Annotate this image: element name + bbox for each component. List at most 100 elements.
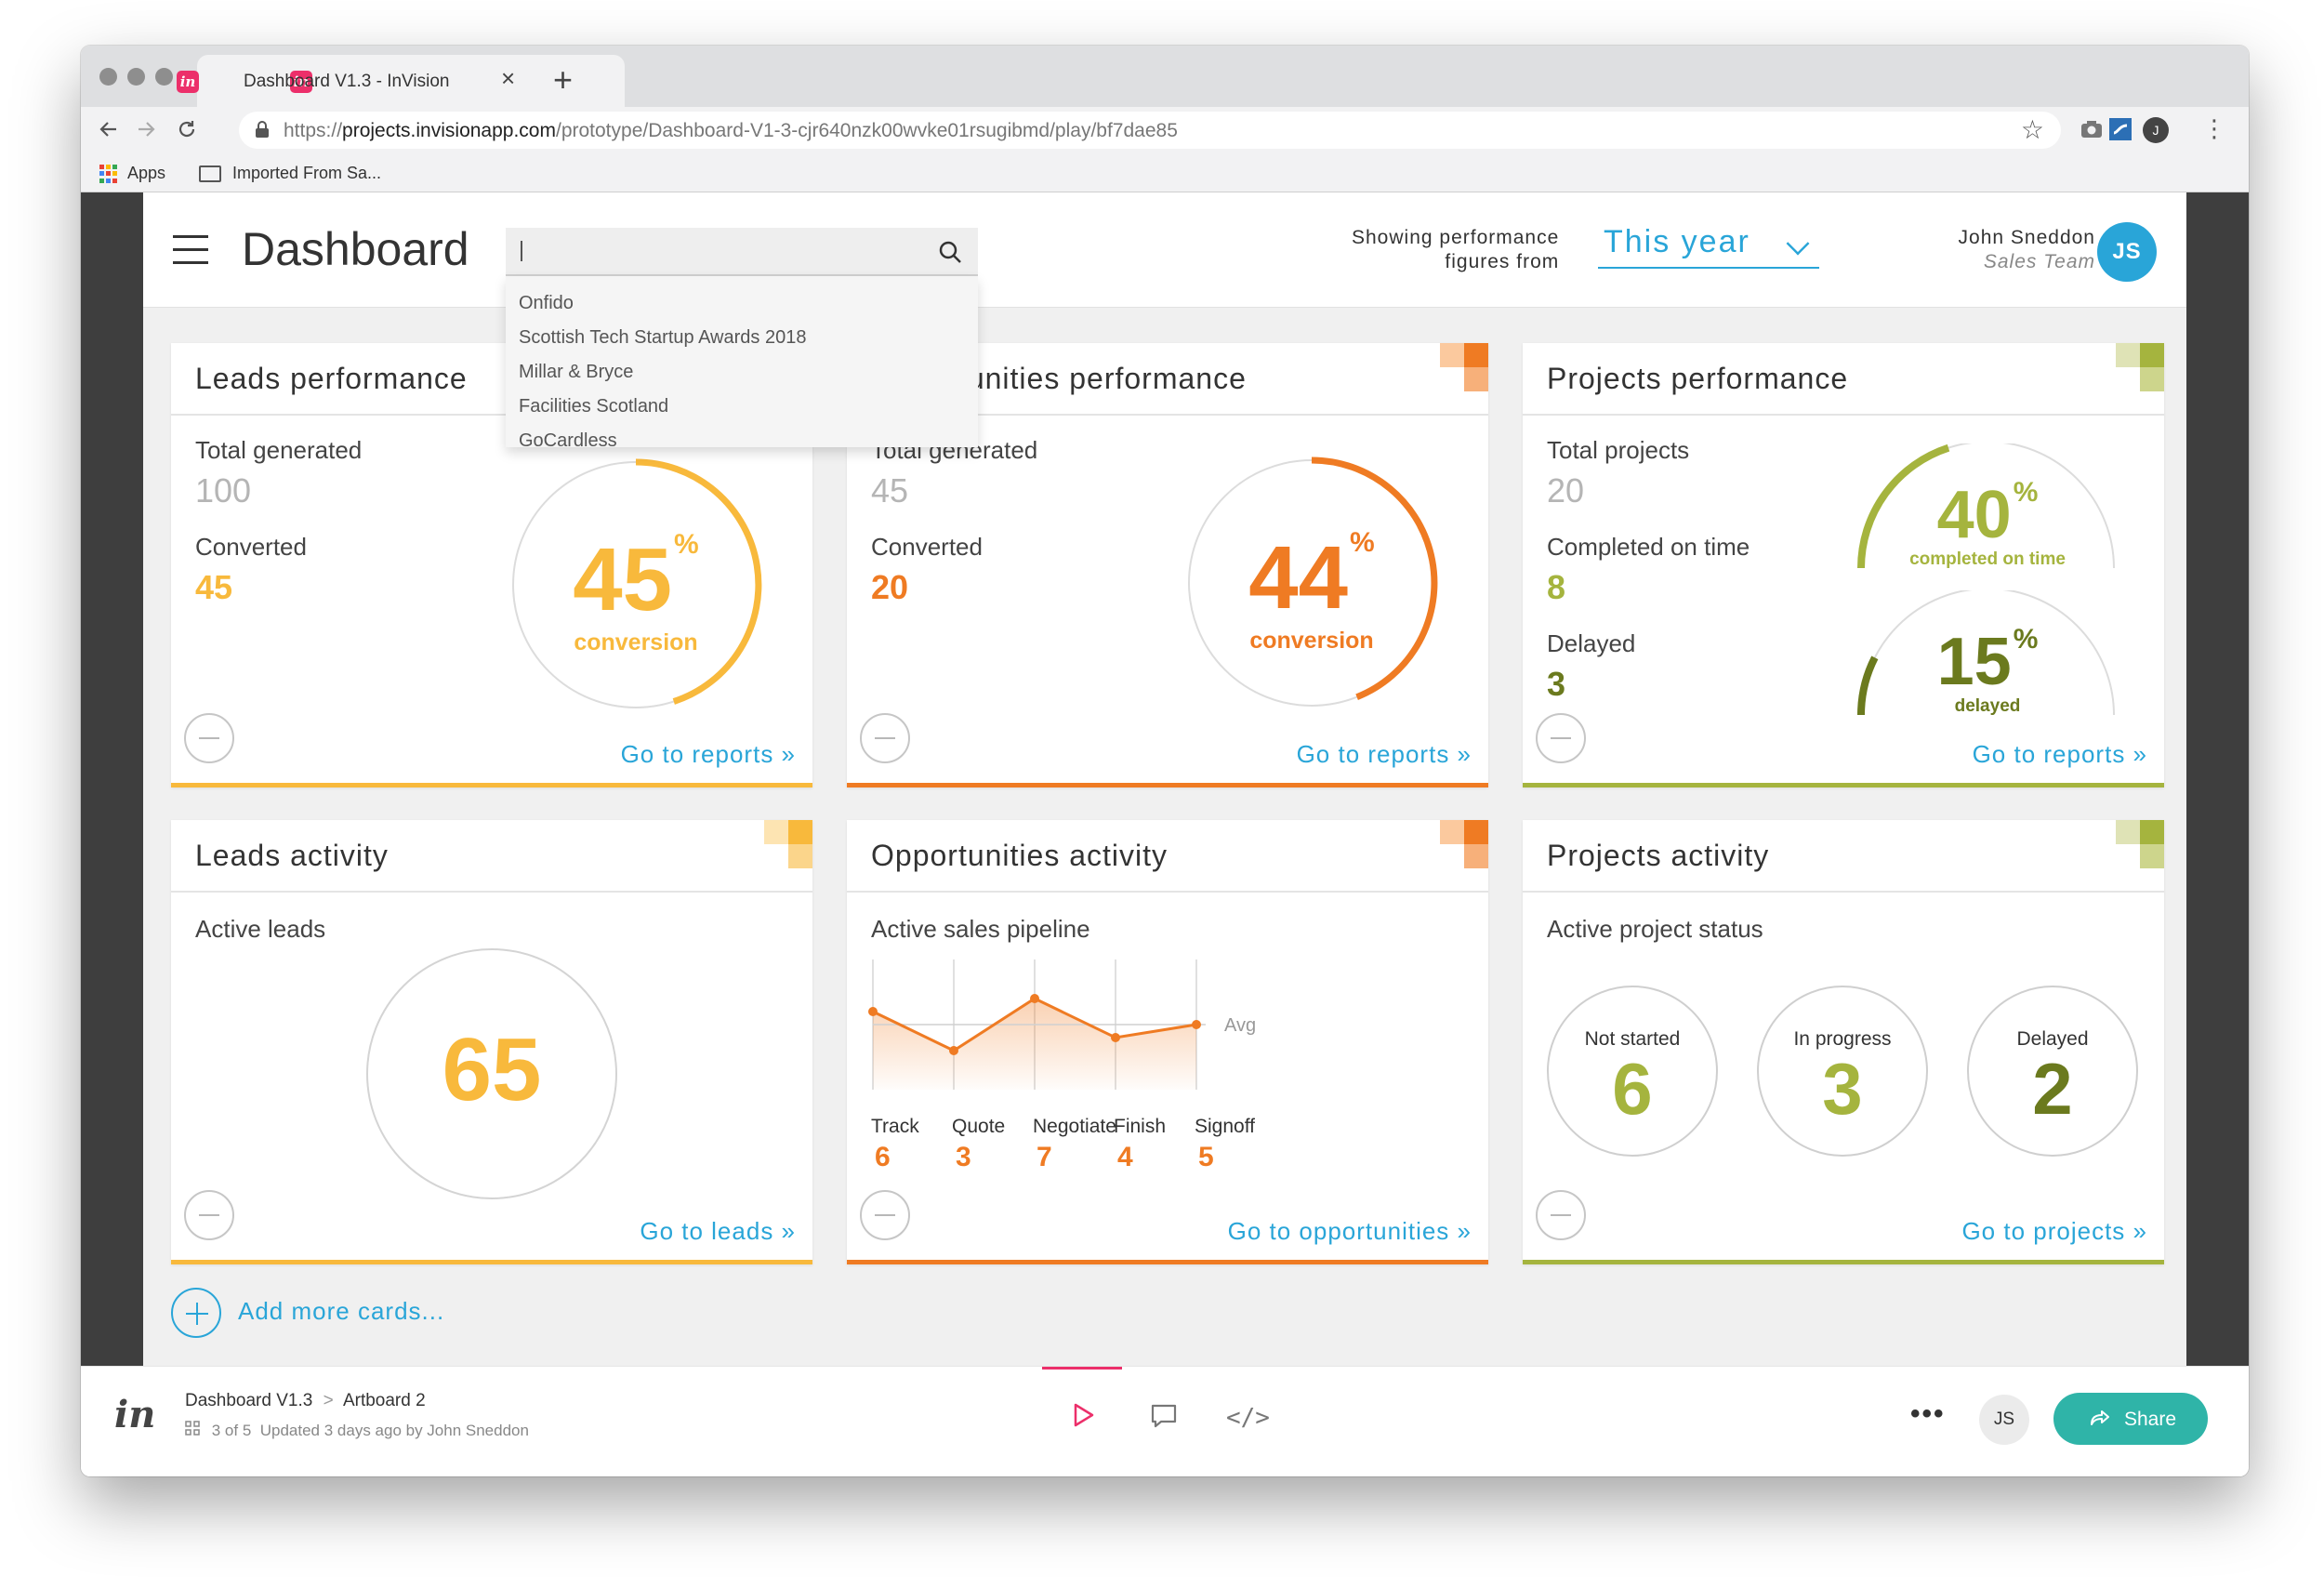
- opportunities-activity-card: Opportunities activity Active sales pipe…: [847, 820, 1488, 1264]
- close-window-button[interactable]: [99, 68, 117, 86]
- pipeline-avg-label: Avg: [1224, 1015, 1256, 1036]
- ring-value: 44%: [1248, 527, 1375, 628]
- projects-performance-card: Projects performance Total projects 20 C…: [1523, 343, 2164, 787]
- suggestion-item[interactable]: GoCardless: [519, 430, 617, 451]
- collapse-button[interactable]: [860, 713, 910, 763]
- status-delayed: Delayed 2: [1967, 986, 2138, 1157]
- breadcrumb-screen[interactable]: Artboard 2: [342, 1391, 426, 1410]
- collapse-button[interactable]: [1536, 713, 1586, 763]
- text-caret: [521, 241, 522, 261]
- go-to-opportunities-link[interactable]: Go to opportunities »: [1227, 1217, 1472, 1245]
- extension-icon[interactable]: [2107, 116, 2133, 147]
- address-bar[interactable]: https://projects.invisionapp.com/prototy…: [239, 112, 2061, 149]
- corner-decoration-icon: [764, 820, 812, 868]
- card-header: Leads performance: [171, 343, 812, 416]
- gauge-progress-arc: [1857, 443, 1950, 569]
- grid-icon[interactable]: [185, 1421, 200, 1440]
- collapse-button[interactable]: [184, 1190, 234, 1240]
- reload-icon[interactable]: [176, 112, 198, 152]
- stat-value: 45: [195, 568, 233, 606]
- bookmark-apps[interactable]: Apps: [127, 164, 166, 182]
- maximize-window-button[interactable]: [155, 68, 173, 86]
- pipeline-point: [1030, 994, 1039, 1003]
- search-input[interactable]: [506, 228, 978, 276]
- stat-label: Delayed: [1547, 629, 1636, 657]
- browser-menu-icon[interactable]: ⋮: [2202, 114, 2226, 142]
- pipeline-point: [949, 1046, 958, 1055]
- comment-icon[interactable]: [1150, 1402, 1178, 1435]
- bookmark-imported[interactable]: Imported From Sa...: [232, 164, 382, 182]
- collapse-button[interactable]: [860, 1190, 910, 1240]
- stat-value: 20: [1547, 471, 1585, 509]
- card-title: Projects performance: [1547, 362, 1849, 395]
- tab-title: Dashboard V1.3 - InVision: [244, 72, 450, 91]
- share-icon: [2091, 1410, 2109, 1425]
- hamburger-menu-icon[interactable]: [173, 235, 208, 265]
- card-subtitle: Active project status: [1547, 915, 1763, 943]
- go-to-reports-link[interactable]: Go to reports »: [620, 740, 796, 768]
- stat-label: Total generated: [195, 436, 363, 464]
- user-avatar[interactable]: JS: [2097, 222, 2157, 282]
- close-tab-icon[interactable]: ×: [501, 64, 516, 92]
- ring-progress-arc: [635, 458, 762, 705]
- card-stripe: [847, 783, 1488, 787]
- bookmark-star-icon[interactable]: ☆: [2020, 115, 2044, 144]
- breadcrumb-project[interactable]: Dashboard V1.3: [185, 1391, 313, 1410]
- url-text: https://projects.invisionapp.com/prototy…: [284, 120, 1178, 141]
- pipeline-value-label: 7: [1037, 1142, 1052, 1172]
- period-select[interactable]: This year: [1598, 224, 1819, 269]
- apps-grid-icon: [99, 165, 118, 183]
- tab-bar: in in Dashboard V1.3 - InVision × +: [81, 46, 2249, 107]
- ring-caption: conversion: [1249, 628, 1374, 654]
- card-header: Leads activity: [171, 820, 812, 893]
- pipeline-value-label: 4: [1117, 1142, 1133, 1172]
- preview-play-icon[interactable]: [1072, 1402, 1096, 1433]
- status-not-started: Not started 6: [1547, 986, 1718, 1157]
- projects-activity-card: Projects activity Active project status …: [1523, 820, 2164, 1264]
- pipeline-point: [1111, 1033, 1120, 1042]
- browser-tab[interactable]: in: [197, 55, 625, 107]
- stat-value: 45: [871, 471, 909, 509]
- new-tab-icon[interactable]: +: [553, 60, 574, 99]
- invision-logo[interactable]: in: [114, 1393, 156, 1436]
- lock-icon: [256, 121, 269, 138]
- ontime-gauge: 40% completed on time: [1848, 441, 2127, 583]
- collapse-button[interactable]: [1536, 1190, 1586, 1240]
- more-options-icon[interactable]: •••: [1910, 1398, 1946, 1429]
- stat-label: Completed on time: [1547, 533, 1750, 561]
- profile-avatar[interactable]: J: [2143, 117, 2169, 143]
- card-title: Leads performance: [195, 362, 468, 395]
- go-to-projects-link[interactable]: Go to projects »: [1961, 1217, 2147, 1245]
- go-to-reports-link[interactable]: Go to reports »: [1296, 740, 1472, 768]
- share-label: Share: [2124, 1409, 2177, 1430]
- suggestion-item[interactable]: Scottish Tech Startup Awards 2018: [519, 327, 807, 348]
- camera-icon[interactable]: [2080, 118, 2104, 145]
- card-title: Opportunities activity: [871, 839, 1169, 872]
- card-stripe: [1523, 1260, 2164, 1264]
- inspect-code-icon[interactable]: </>: [1226, 1404, 1270, 1432]
- share-button[interactable]: Share: [2053, 1393, 2208, 1445]
- pipeline-category-label: Signoff: [1195, 1116, 1255, 1137]
- chevron-right-icon: >: [323, 1391, 334, 1410]
- add-more-label: Add more cards...: [238, 1297, 445, 1325]
- suggestion-item[interactable]: Millar & Bryce: [519, 362, 634, 382]
- back-arrow-icon[interactable]: [98, 112, 120, 152]
- pipeline-category-label: Finish: [1114, 1116, 1166, 1137]
- pipeline-point: [1192, 1020, 1201, 1029]
- go-to-leads-link[interactable]: Go to leads »: [640, 1217, 796, 1245]
- suggestion-item[interactable]: Facilities Scotland: [519, 396, 669, 417]
- stat-value: 8: [1547, 568, 1566, 606]
- pipeline-area: [873, 999, 1196, 1090]
- user-avatar[interactable]: JS: [1979, 1395, 2029, 1445]
- user-info: John Sneddon Sales Team: [1958, 227, 2095, 272]
- search-icon[interactable]: [937, 239, 963, 265]
- chevron-down-icon: [1786, 232, 1810, 256]
- collapse-button[interactable]: [184, 713, 234, 763]
- go-to-reports-link[interactable]: Go to reports »: [1972, 740, 2147, 768]
- delayed-gauge: 15% delayed: [1848, 588, 2127, 730]
- folder-icon: [199, 165, 221, 182]
- forward-arrow-icon[interactable]: [135, 112, 157, 152]
- pipeline-category-label: Quote: [952, 1116, 1005, 1137]
- minimize-window-button[interactable]: [127, 68, 145, 86]
- suggestion-item[interactable]: Onfido: [519, 293, 574, 313]
